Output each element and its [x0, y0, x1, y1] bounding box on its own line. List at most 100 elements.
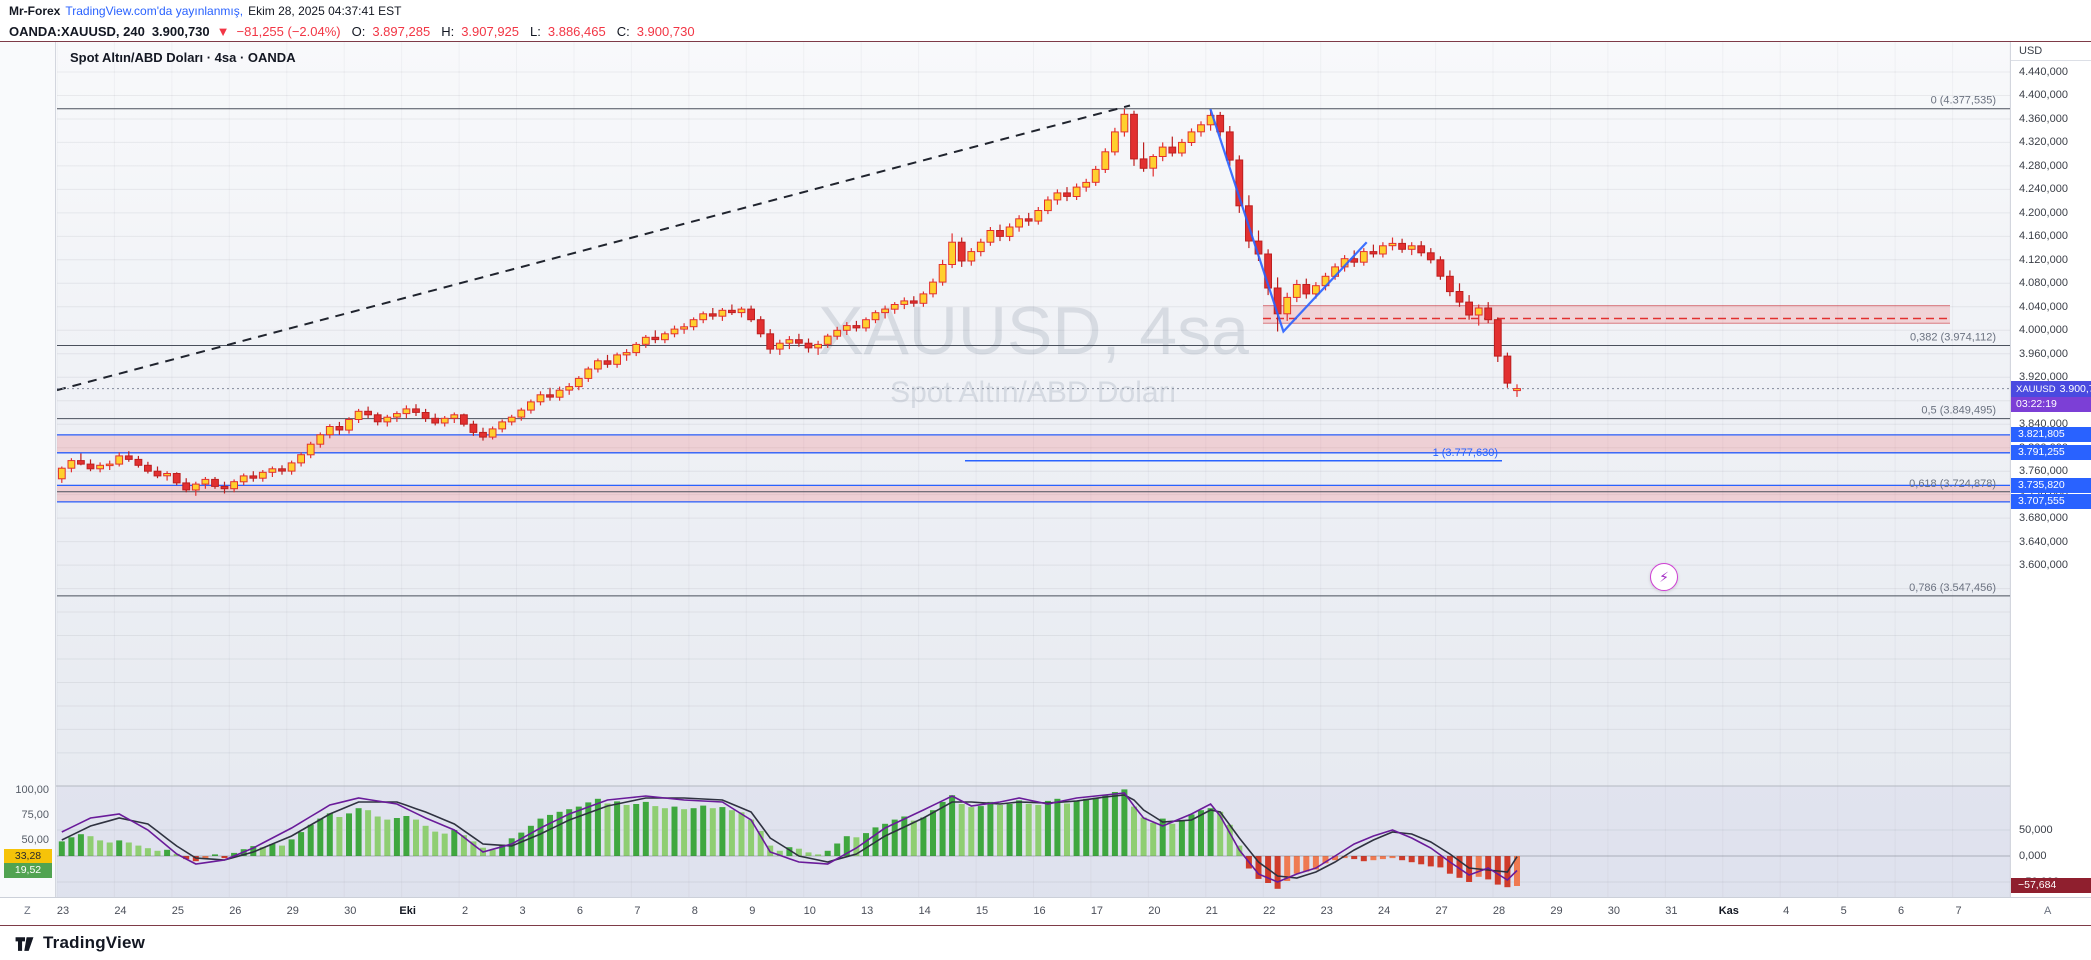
- time-tick: Kas: [1718, 905, 1739, 917]
- last-price: 3.900,730: [151, 23, 210, 39]
- price-tick: 4.320,000: [2019, 136, 2068, 149]
- time-tick: Eki: [399, 905, 416, 917]
- time-tick: 20: [1148, 905, 1161, 917]
- indicator-tick: 0,000: [2019, 850, 2047, 862]
- price-tick: 3.760,000: [2019, 465, 2068, 478]
- level-price-label: 3.821,805: [2011, 427, 2091, 443]
- level-price-label: 3.735,820: [2011, 477, 2091, 493]
- price-tick: 3.960,000: [2019, 347, 2068, 360]
- price-tick: 3.840,000: [2019, 418, 2068, 431]
- down-arrow-icon: ▼: [216, 23, 230, 39]
- bar-countdown: 03:22:19: [2011, 396, 2091, 412]
- indicator-left-tick: 75,00: [21, 809, 49, 821]
- time-tick: 30: [344, 905, 357, 917]
- high-value: 3.907,925: [461, 23, 520, 39]
- price-tick: 3.640,000: [2019, 535, 2068, 548]
- time-tick: 23: [56, 905, 70, 917]
- top-frame-line: [0, 41, 2091, 42]
- tradingview-brand[interactable]: TradingView: [43, 933, 146, 952]
- time-tick: 29: [286, 905, 299, 917]
- time-tick: 15: [975, 905, 989, 917]
- time-scale[interactable]: Z A 23 24 25 26 29 30 Eki 2 3 6 7 8 9 10 13 14 15 16 17 20 2…: [0, 897, 2091, 925]
- bottom-frame-line: [0, 925, 2091, 926]
- chart-region: XAUUSD, 4sa Spot Altın/ABD Doları 0 (4.3…: [0, 41, 2091, 925]
- price-tick: 3.920,000: [2019, 371, 2068, 384]
- close-label: C:: [616, 23, 630, 39]
- time-tick: 8: [691, 905, 698, 917]
- price-tick: 4.280,000: [2019, 159, 2068, 172]
- last-price-label-value: 3.900,730: [2059, 382, 2091, 395]
- time-tick: 6: [576, 905, 584, 917]
- price-tick: 3.600,000: [2019, 559, 2068, 572]
- indicator-value-label: −57,684: [2011, 878, 2091, 894]
- svg-text:1 (3.777,630): 1 (3.777,630): [1433, 447, 1498, 459]
- time-tick: 9: [749, 905, 756, 917]
- time-tick: 26: [229, 905, 242, 917]
- price-tick: 4.160,000: [2019, 230, 2068, 243]
- auto-scale-button[interactable]: A: [2044, 905, 2052, 917]
- price-scale[interactable]: USD 4.440,000 4.400,000 4.360,000 4.320,000…: [2010, 41, 2091, 925]
- currency-button[interactable]: USD: [2011, 41, 2091, 61]
- svg-text:0,618 (3.724,878): 0,618 (3.724,878): [1909, 478, 1996, 490]
- time-tick: 7: [634, 905, 641, 917]
- price-tick: 4.440,000: [2019, 66, 2068, 78]
- high-label: H:: [441, 23, 455, 39]
- time-tick: 29: [1550, 905, 1563, 917]
- chart-canvas[interactable]: 0 (4.377,535) 0,382 (3.974,112) 0,5 (3.849…: [0, 41, 2091, 897]
- left-scale[interactable]: 100,00 75,00 50,00 33,28 19,52: [0, 41, 56, 897]
- published-date: Ekim 28, 2025 04:37:41 EST: [248, 3, 402, 18]
- time-tick: 25: [171, 905, 184, 917]
- timezone-button[interactable]: Z: [24, 905, 31, 917]
- time-tick: 4: [1783, 905, 1790, 917]
- price-tick: 4.400,000: [2019, 89, 2068, 102]
- symbol-info-bar: OANDA:XAUUSD, 240 3.900,730 ▼ −81,255 (−…: [0, 21, 2091, 41]
- time-tick: 24: [114, 905, 127, 917]
- price-tick: 4.080,000: [2019, 277, 2068, 290]
- open-value: 3.897,285: [372, 23, 431, 39]
- price-tick: 4.200,000: [2019, 206, 2068, 219]
- publisher-name[interactable]: Mr-Forex: [9, 3, 61, 18]
- time-tick: 28: [1492, 905, 1506, 917]
- low-label: L:: [530, 23, 541, 39]
- price-tick: 4.360,000: [2019, 112, 2068, 125]
- indicator-left-tick: 100,00: [15, 784, 49, 796]
- published-link[interactable]: TradingView.com'da yayınlanmış,: [65, 3, 244, 18]
- indicator-tick: 50,000: [2019, 824, 2053, 836]
- time-tick: 24: [1378, 905, 1391, 917]
- time-tick: 6: [1898, 905, 1905, 917]
- indicator-current-value-badge: 33,28: [4, 849, 52, 865]
- time-tick: 3: [519, 905, 526, 917]
- time-tick: 23: [1320, 905, 1333, 917]
- time-tick: 21: [1205, 905, 1218, 917]
- price-tick: 4.120,000: [2019, 253, 2068, 266]
- open-label: O:: [351, 23, 366, 39]
- svg-text:0,786 (3.547,456): 0,786 (3.547,456): [1909, 582, 1996, 594]
- time-tick: 22: [1263, 905, 1276, 917]
- price-change: −81,255 (−2.04%): [236, 23, 341, 39]
- chart-legend[interactable]: Spot Altın/ABD Doları · 4sa · OANDA: [70, 50, 296, 65]
- time-tick: 14: [918, 905, 931, 917]
- price-tick: 3.680,000: [2019, 512, 2068, 525]
- time-tick: 30: [1607, 905, 1621, 917]
- footer: TradingView: [0, 926, 2091, 960]
- time-tick: 31: [1665, 905, 1678, 917]
- time-tick: 7: [1955, 905, 1962, 917]
- svg-text:0,5 (3.849,495): 0,5 (3.849,495): [1921, 405, 1996, 417]
- lightning-icon[interactable]: ⚡: [1650, 563, 1678, 591]
- price-tick: 4.000,000: [2019, 324, 2068, 337]
- svg-text:0 (4.377,535): 0 (4.377,535): [1931, 95, 1996, 107]
- last-price-label-symbol: XAUUSD: [2016, 383, 2056, 395]
- symbol-title[interactable]: OANDA:XAUUSD, 240: [9, 23, 145, 39]
- publisher-bar: Mr-Forex TradingView.com'da yayınlanmış,…: [0, 0, 2091, 21]
- low-value: 3.886,465: [547, 23, 606, 39]
- time-tick: 5: [1840, 905, 1847, 917]
- svg-text:0,382 (3.974,112): 0,382 (3.974,112): [1910, 332, 1996, 344]
- level-price-label: 3.791,255: [2011, 445, 2091, 461]
- tradingview-logo-icon[interactable]: [14, 933, 35, 954]
- time-tick: 27: [1435, 905, 1448, 917]
- time-tick: 13: [861, 905, 874, 917]
- level-price-label: 3.707,555: [2011, 494, 2091, 510]
- time-tick: 2: [462, 905, 469, 917]
- time-tick: 10: [803, 905, 816, 917]
